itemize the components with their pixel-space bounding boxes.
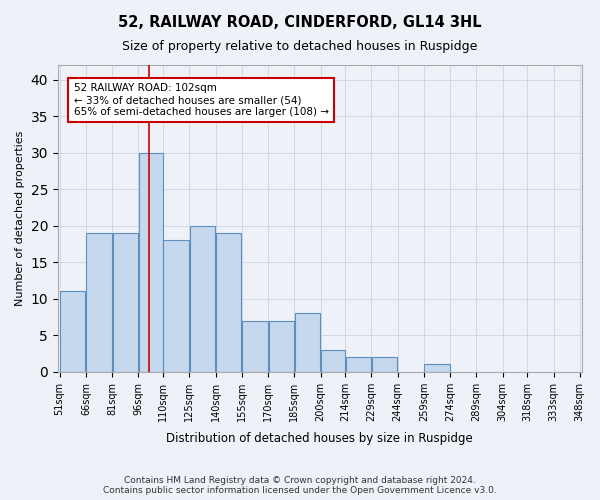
Bar xyxy=(424,364,450,372)
Bar xyxy=(163,240,189,372)
Bar xyxy=(295,314,320,372)
Bar xyxy=(60,292,85,372)
Bar xyxy=(216,233,241,372)
Bar xyxy=(86,233,112,372)
Text: Size of property relative to detached houses in Ruspidge: Size of property relative to detached ho… xyxy=(122,40,478,53)
Bar xyxy=(242,320,268,372)
Text: 52, RAILWAY ROAD, CINDERFORD, GL14 3HL: 52, RAILWAY ROAD, CINDERFORD, GL14 3HL xyxy=(118,15,482,30)
X-axis label: Distribution of detached houses by size in Ruspidge: Distribution of detached houses by size … xyxy=(166,432,473,445)
Bar xyxy=(346,357,371,372)
Text: 52 RAILWAY ROAD: 102sqm
← 33% of detached houses are smaller (54)
65% of semi-de: 52 RAILWAY ROAD: 102sqm ← 33% of detache… xyxy=(74,84,329,116)
Bar xyxy=(372,357,397,372)
Bar xyxy=(190,226,215,372)
Bar xyxy=(113,233,138,372)
Text: Contains HM Land Registry data © Crown copyright and database right 2024.
Contai: Contains HM Land Registry data © Crown c… xyxy=(103,476,497,495)
Y-axis label: Number of detached properties: Number of detached properties xyxy=(15,130,25,306)
Bar xyxy=(321,350,344,372)
Bar xyxy=(269,320,294,372)
Bar xyxy=(139,152,163,372)
